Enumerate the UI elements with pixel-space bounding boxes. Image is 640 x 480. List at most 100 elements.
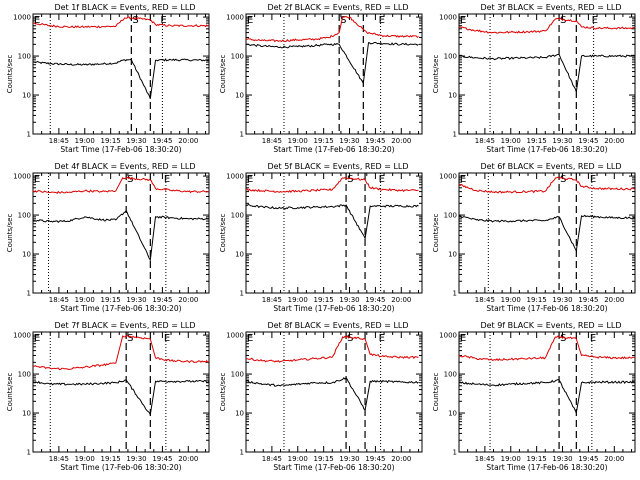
x-tick-label: 18:45 — [49, 137, 69, 145]
interval-label: E — [160, 15, 166, 26]
interval-label: E — [460, 15, 466, 26]
x-tick-label: 19:45 — [365, 137, 385, 145]
y-tick-label: 1 — [240, 131, 244, 139]
y-tick-label: 1000 — [439, 14, 457, 22]
y-axis-title: Counts/sec — [219, 373, 227, 412]
lld-series-line — [245, 335, 419, 363]
y-tick-label: 1 — [453, 131, 457, 139]
x-tick-label: 19:30 — [126, 137, 146, 145]
lld-series-line — [32, 16, 210, 29]
x-tick-label: 18:45 — [475, 137, 495, 145]
y-tick-label: 1 — [453, 290, 457, 298]
x-tick-label: 18:45 — [262, 455, 282, 463]
x-tick-label: 18:45 — [262, 296, 282, 304]
plot-frame — [458, 331, 636, 453]
plot-frame — [32, 13, 210, 135]
x-tick-label: 19:45 — [578, 296, 598, 304]
y-tick-label: 1000 — [226, 14, 244, 22]
panel-title: Det 9f BLACK = Events, RED = LLD — [480, 321, 621, 330]
y-axis-title: Counts/sec — [219, 214, 227, 253]
interval-label: E — [34, 333, 40, 344]
x-tick-label: 19:30 — [339, 137, 359, 145]
y-tick-label: 10 — [448, 92, 457, 100]
y-tick-label: 100 — [18, 371, 31, 379]
lld-series-line — [458, 335, 636, 362]
x-tick-label: 20:00 — [604, 137, 624, 145]
interval-label: S — [560, 15, 566, 26]
interval-label: E — [247, 174, 253, 185]
x-tick-label: 19:00 — [288, 137, 308, 145]
x-tick-label: 20:00 — [178, 455, 198, 463]
y-tick-label: 1 — [453, 449, 457, 457]
x-axis-title: Start Time (17-Feb-06 18:30:20) — [273, 145, 394, 154]
interval-label: S — [347, 174, 353, 185]
detector-panel-7: Det 7f BLACK = Events, RED = LLD 1 10 100 10… — [6, 321, 210, 472]
x-tick-label: 19:45 — [152, 137, 172, 145]
y-tick-label: 1000 — [226, 173, 244, 181]
x-axis-title: Start Time (17-Feb-06 18:30:20) — [273, 304, 394, 313]
x-tick-label: 19:30 — [126, 296, 146, 304]
detector-panel-5: Det 5f BLACK = Events, RED = LLD 1 10 100 10… — [219, 162, 423, 313]
x-tick-label: 20:00 — [391, 137, 411, 145]
interval-label: S — [347, 333, 353, 344]
x-tick-label: 19:30 — [339, 296, 359, 304]
events-series-line — [245, 41, 419, 85]
panel-title: Det 3f BLACK = Events, RED = LLD — [480, 3, 621, 12]
x-axis-title: Start Time (17-Feb-06 18:30:20) — [486, 145, 607, 154]
x-tick-label: 19:45 — [152, 296, 172, 304]
x-tick-label: 18:45 — [475, 455, 495, 463]
x-tick-label: 19:00 — [501, 296, 521, 304]
y-axis-title: Counts/sec — [432, 373, 440, 412]
y-tick-label: 1 — [240, 449, 244, 457]
lld-series-line — [458, 176, 636, 194]
interval-label: S — [127, 174, 133, 185]
x-tick-label: 19:30 — [126, 455, 146, 463]
x-tick-label: 20:00 — [178, 296, 198, 304]
events-series-line — [458, 214, 636, 253]
x-tick-label: 18:45 — [262, 137, 282, 145]
y-axis-title: Counts/sec — [6, 55, 14, 94]
x-tick-label: 19:00 — [75, 137, 95, 145]
plot-frame — [245, 331, 423, 453]
y-tick-label: 1000 — [13, 332, 31, 340]
x-tick-label: 20:00 — [391, 296, 411, 304]
interval-label: E — [590, 333, 596, 344]
panel-title: Det 7f BLACK = Events, RED = LLD — [54, 321, 195, 330]
x-tick-label: 20:00 — [604, 455, 624, 463]
y-tick-label: 100 — [231, 212, 244, 220]
x-tick-label: 20:00 — [391, 455, 411, 463]
x-tick-label: 19:15 — [527, 455, 547, 463]
interval-label: S — [127, 333, 133, 344]
y-tick-label: 1000 — [439, 332, 457, 340]
y-axis-title: Counts/sec — [432, 214, 440, 253]
panel-title: Det 2f BLACK = Events, RED = LLD — [267, 3, 408, 12]
x-tick-label: 19:45 — [365, 296, 385, 304]
x-tick-label: 20:00 — [604, 296, 624, 304]
detector-panel-6: Det 6f BLACK = Events, RED = LLD 1 10 100 10… — [432, 162, 636, 313]
y-tick-label: 10 — [448, 251, 457, 259]
detector-panel-3: Det 3f BLACK = Events, RED = LLD 1 10 100 10… — [432, 3, 636, 154]
x-axis-title: Start Time (17-Feb-06 18:30:20) — [60, 145, 181, 154]
events-series-line — [458, 53, 636, 93]
events-series-line — [32, 209, 210, 262]
x-tick-label: 18:45 — [475, 296, 495, 304]
events-series-line — [458, 379, 636, 415]
lld-series-line — [245, 177, 419, 194]
interval-label: E — [247, 15, 253, 26]
panel-title: Det 1f BLACK = Events, RED = LLD — [54, 3, 195, 12]
events-series-line — [32, 58, 210, 99]
y-tick-label: 10 — [235, 410, 244, 418]
y-tick-label: 1 — [27, 290, 31, 298]
y-tick-label: 100 — [231, 53, 244, 61]
lld-series-line — [458, 17, 636, 34]
interval-label: E — [379, 15, 385, 26]
plot-frame — [32, 331, 210, 453]
detector-panel-4: Det 4f BLACK = Events, RED = LLD 1 10 100 10… — [6, 162, 210, 313]
lld-series-line — [32, 334, 210, 371]
x-tick-label: 19:15 — [101, 455, 121, 463]
panel-title: Det 4f BLACK = Events, RED = LLD — [54, 162, 195, 171]
interval-label: S — [560, 333, 566, 344]
x-tick-label: 19:30 — [552, 137, 572, 145]
x-tick-label: 19:45 — [578, 455, 598, 463]
plot-frame — [458, 172, 636, 294]
